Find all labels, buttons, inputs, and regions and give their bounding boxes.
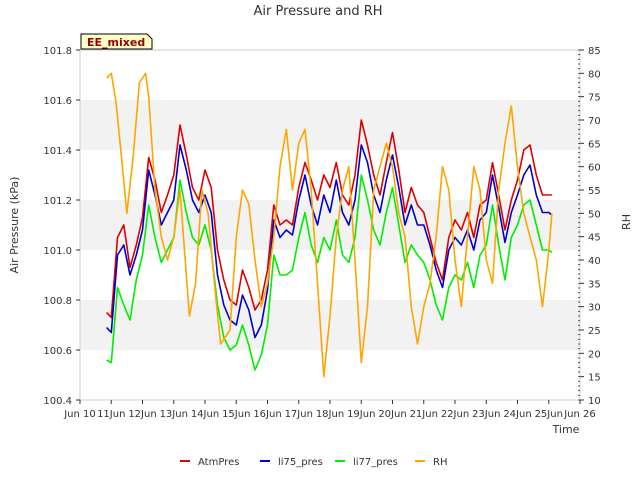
x-tick-label: 15Jun bbox=[222, 409, 250, 420]
x-tick-label: 13Jun bbox=[160, 409, 188, 420]
x-tick-label: 16Jun bbox=[253, 409, 281, 420]
x-axis-label: Time bbox=[552, 423, 580, 436]
right-y-tick-label: 20 bbox=[588, 349, 601, 360]
right-y-tick-label: 30 bbox=[588, 303, 601, 314]
left-y-tick-label: 100.4 bbox=[43, 396, 72, 407]
right-y-tick-label: 65 bbox=[588, 139, 601, 150]
badge-label: EE_mixed bbox=[87, 36, 145, 49]
series-lines bbox=[106, 72, 553, 378]
right-y-tick-label: 35 bbox=[588, 279, 601, 290]
right-y-tick-label: 40 bbox=[588, 256, 601, 267]
x-tick-label: 24Jun bbox=[503, 409, 531, 420]
left-y-axis-label: Air Pressure (kPa) bbox=[8, 177, 21, 274]
right-y-tick-label: 50 bbox=[588, 209, 601, 220]
x-tick-label: 19Jun bbox=[347, 409, 375, 420]
badge-box bbox=[80, 33, 153, 50]
left-y-tick-label: 100.8 bbox=[43, 296, 72, 307]
legend-label-li75_pres: li75_pres bbox=[278, 457, 323, 468]
left-y-tick-label: 101.2 bbox=[43, 196, 72, 207]
left-y-tick-label: 101.4 bbox=[43, 146, 72, 157]
chart-title: Air Pressure and RH bbox=[253, 4, 382, 19]
right-y-axis-label: RH bbox=[620, 214, 633, 230]
right-y-tick-label: 75 bbox=[588, 93, 601, 104]
x-tick-label: 12Jun bbox=[128, 409, 156, 420]
right-y-tick-label: 15 bbox=[588, 373, 601, 384]
x-tick-label: 17Jun bbox=[285, 409, 313, 420]
x-tick-label: 20Jun bbox=[378, 409, 406, 420]
legend-label-rh: RH bbox=[433, 457, 447, 468]
x-tick-label: 18Jun bbox=[316, 409, 344, 420]
right-y-tick-label: 60 bbox=[588, 163, 601, 174]
x-tick-label: Jun 10 bbox=[63, 409, 96, 420]
left-y-tick-label: 101.6 bbox=[43, 96, 72, 107]
left-y-axis-ticks: 100.4 100.6 100.8 101.0 101.2 101.4 101.6 101.8 bbox=[43, 46, 80, 407]
x-tick-label: 11Jun bbox=[97, 409, 125, 420]
left-y-tick-label: 100.6 bbox=[43, 346, 72, 357]
right-y-axis-ticks: 10 15 20 25 30 35 40 45 50 55 60 65 70 75 80 85 bbox=[578, 46, 601, 407]
right-y-tick-label: 80 bbox=[588, 69, 601, 80]
legend-label-atmpres: AtmPres bbox=[198, 457, 239, 468]
right-y-tick-label: 10 bbox=[588, 396, 601, 407]
series-line-li77_pres bbox=[106, 174, 553, 371]
x-axis-ticks: Jun 10 11Jun 12Jun 13Jun 14Jun 15Jun 16Jun 17Ju… bbox=[63, 400, 596, 420]
right-y-tick-label: 25 bbox=[588, 326, 601, 337]
right-y-tick-label: 70 bbox=[588, 116, 601, 127]
x-tick-label: 25Jun bbox=[535, 409, 563, 420]
x-tick-label: 14Jun bbox=[191, 409, 219, 420]
left-y-tick-label: 101.8 bbox=[43, 46, 72, 57]
left-y-tick-label: 101.0 bbox=[43, 246, 72, 257]
legend: AtmPres li75_pres li77_pres RH bbox=[180, 457, 447, 468]
station-badge: EE_mixed bbox=[80, 33, 153, 50]
x-tick-label: 21Jun bbox=[410, 409, 438, 420]
right-y-tick-label: 85 bbox=[588, 46, 601, 57]
right-y-tick-label: 55 bbox=[588, 186, 601, 197]
series-line-atmpres bbox=[106, 119, 552, 319]
series-line-rh bbox=[106, 72, 553, 378]
series-line-li75_pres bbox=[106, 144, 553, 339]
legend-label-li77_pres: li77_pres bbox=[353, 457, 398, 468]
x-tick-label: Jun 26 bbox=[563, 409, 596, 420]
right-y-tick-label: 45 bbox=[588, 233, 601, 244]
grid-band bbox=[80, 100, 580, 150]
x-tick-label: 22Jun bbox=[441, 409, 469, 420]
x-tick-label: 23Jun bbox=[472, 409, 500, 420]
